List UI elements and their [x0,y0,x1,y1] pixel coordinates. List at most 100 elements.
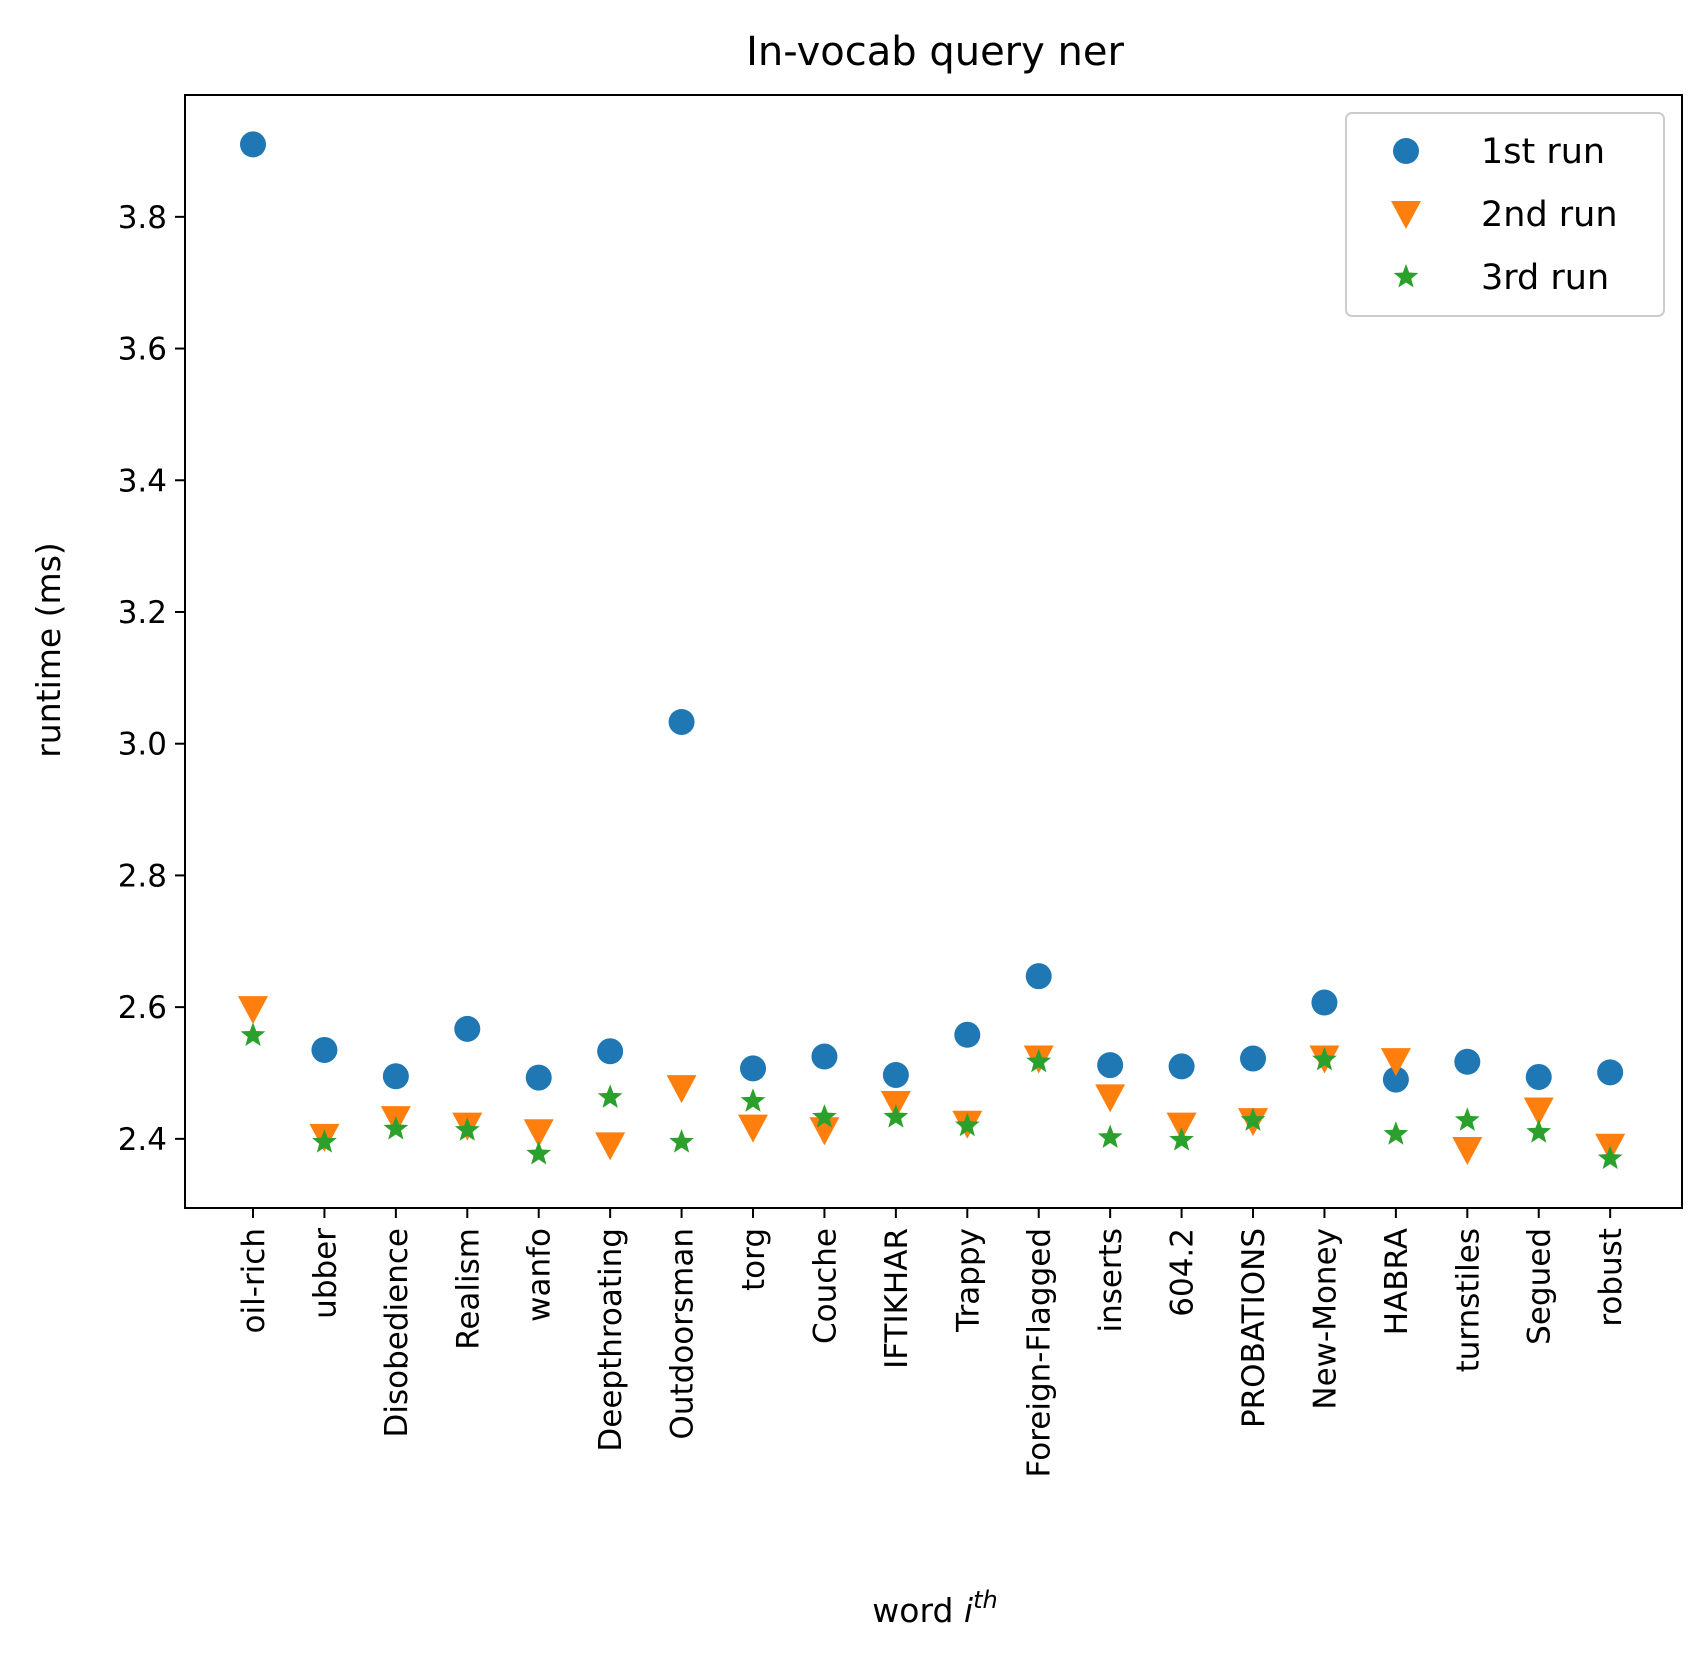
y-axis-label: runtime (ms) [29,542,68,758]
x-axis-ticks: oil-rich ubber Disobedience Realism wanfo Dee… [236,1208,1629,1478]
y-tick-label: 3.8 [118,200,167,236]
data-point [883,1104,909,1128]
legend-entry: 3rd run [1393,258,1609,298]
data-point [1382,1066,1409,1093]
x-tick-label: Couche [807,1228,843,1344]
legend-label: 1st run [1481,132,1605,172]
data-point [240,131,266,158]
data-point [1169,1127,1194,1151]
data-point [312,1129,337,1153]
legend-label: 3rd run [1481,258,1609,298]
data-point [668,708,695,735]
data-point [954,1021,981,1048]
legend-marker [1391,201,1421,229]
x-tick-label: oil-rich [236,1228,272,1333]
data-point [383,1115,409,1140]
data-point [1454,1107,1480,1131]
x-tick-label: New-Money [1307,1228,1343,1410]
x-tick-label: wanfo [522,1228,558,1322]
data-point [1240,1107,1266,1131]
data-point [311,1036,338,1063]
data-point [1168,1053,1195,1080]
legend-marker [1393,264,1419,288]
legend-entry: 1st run [1393,132,1605,172]
x-tick-label: Trappy [950,1228,986,1333]
data-point [882,1061,909,1088]
x-tick-label: Disobedience [379,1228,415,1437]
x-axis-label-sup: th [973,1586,998,1614]
x-tick-label: Realism [450,1228,486,1350]
y-tick-label: 2.8 [118,858,167,894]
series-3 [240,1022,1623,1170]
y-tick-label: 2.6 [118,990,167,1026]
data-point [1025,963,1052,990]
data-point [1380,1048,1411,1077]
y-tick-label: 3.6 [118,332,167,368]
x-tick-label: Foreign-Flagged [1022,1228,1058,1478]
data-point [1026,1048,1052,1073]
legend-marker [1393,138,1419,164]
x-tick-label: turnstiles [1450,1228,1486,1372]
data-point [954,1112,980,1137]
data-point [454,1117,480,1141]
x-tick-label: ubber [307,1228,343,1319]
data-point [811,1043,838,1070]
x-tick-label: torg [736,1228,772,1291]
data-point [454,1015,481,1042]
data-point [238,996,268,1025]
data-point [1383,1121,1409,1145]
x-tick-label: Outdoorsman [665,1228,701,1440]
data-point [1597,1059,1624,1086]
x-tick-label: inserts [1093,1228,1129,1333]
data-point [740,1055,767,1082]
data-point [597,1084,623,1108]
data-point [1312,1046,1337,1071]
data-point [382,1063,409,1090]
chart-title: In-vocab query ner [746,29,1124,75]
data-point [1597,1145,1623,1170]
data-point [809,1117,840,1146]
data-point [526,1141,552,1165]
y-tick-label: 3.2 [118,595,167,631]
x-tick-label: Deepthroating [593,1228,629,1452]
legend-entry: 2nd run [1391,195,1618,235]
data-point [597,1038,624,1065]
data-point [240,1022,266,1046]
data-point [1097,1124,1123,1149]
data-point [1311,989,1338,1016]
data-point [738,1114,769,1143]
series-2 [238,996,1626,1166]
y-axis-ticks: 2.4 2.6 2.8 3.0 3.2 3.4 3.6 3.8 [118,200,185,1158]
x-axis-label-var: i [964,1591,973,1630]
data-point [1452,1137,1483,1166]
x-tick-label: PROBATIONS [1236,1228,1272,1428]
data-point [669,1129,694,1153]
data-point [1166,1112,1197,1141]
x-tick-label: HABRA [1379,1228,1415,1335]
legend-box [1345,112,1665,317]
legend-label: 2nd run [1481,195,1618,235]
x-axis-label-text: word [872,1591,964,1630]
data-point [1240,1045,1267,1072]
data-point [1526,1119,1552,1143]
data-point [1097,1052,1124,1079]
data-point [812,1104,837,1128]
y-tick-label: 3.4 [118,463,167,499]
series-1 [240,131,1624,1093]
data-point [740,1088,766,1112]
data-point [1095,1084,1126,1113]
data-point [1525,1063,1552,1090]
x-tick-label: IFTIKHAR [879,1228,915,1369]
data-point [595,1132,626,1161]
plot-frame [184,94,1683,1209]
data-point [525,1064,552,1091]
data-point [1454,1048,1481,1075]
data-point [1523,1097,1554,1126]
x-tick-label: robust [1593,1228,1629,1327]
data-point [666,1075,697,1104]
y-tick-label: 3.0 [118,727,167,763]
data-point [523,1119,554,1148]
x-tick-label: Segued [1522,1228,1558,1345]
y-tick-label: 2.4 [118,1122,167,1158]
